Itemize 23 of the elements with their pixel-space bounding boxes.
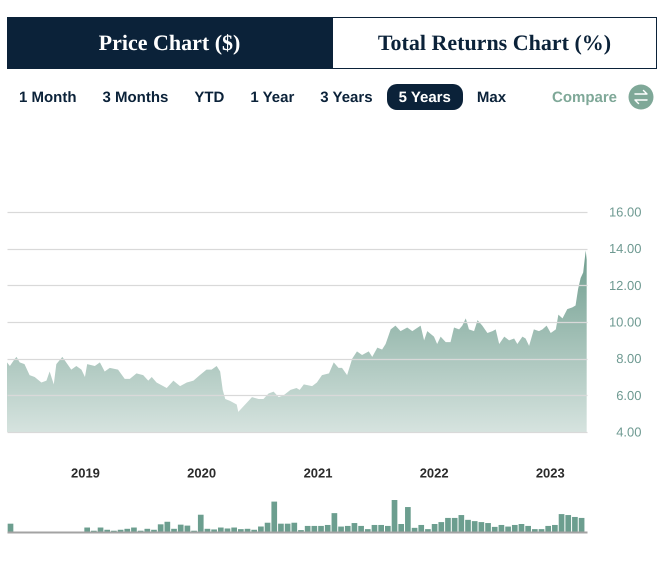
button[interactable]: 1 Year (238, 84, 306, 110)
button[interactable]: YTD (182, 84, 236, 110)
x-tick-label: 2023 (536, 466, 565, 480)
y-tick-label: 14.00 (608, 241, 642, 256)
y-tick-label: 16.00 (608, 204, 642, 220)
x-tick-label: 2019 (70, 466, 100, 480)
tab[interactable]: Price Chart ($) (7, 17, 332, 69)
button[interactable]: 5 Years (386, 84, 463, 110)
bar (8, 524, 14, 532)
y-tick-label: 4.00 (616, 424, 642, 440)
button[interactable]: Max (464, 84, 518, 110)
button[interactable]: 3 Months (90, 84, 180, 110)
y-tick-label: 6.00 (616, 388, 642, 403)
x-tick-label: 2020 (187, 466, 216, 480)
button[interactable]: 1 Month (7, 84, 88, 110)
button[interactable]: 3 Years (308, 84, 385, 110)
y-tick-label: 12.00 (608, 278, 642, 293)
x-tick-label: 2021 (304, 466, 332, 480)
tab[interactable]: Total Returns Chart (%) (332, 17, 657, 69)
x-tick-label: 2022 (420, 466, 449, 480)
y-tick-label: 10.00 (608, 314, 642, 330)
text: Compare (552, 88, 618, 106)
y-tick-label: 8.00 (616, 351, 642, 366)
